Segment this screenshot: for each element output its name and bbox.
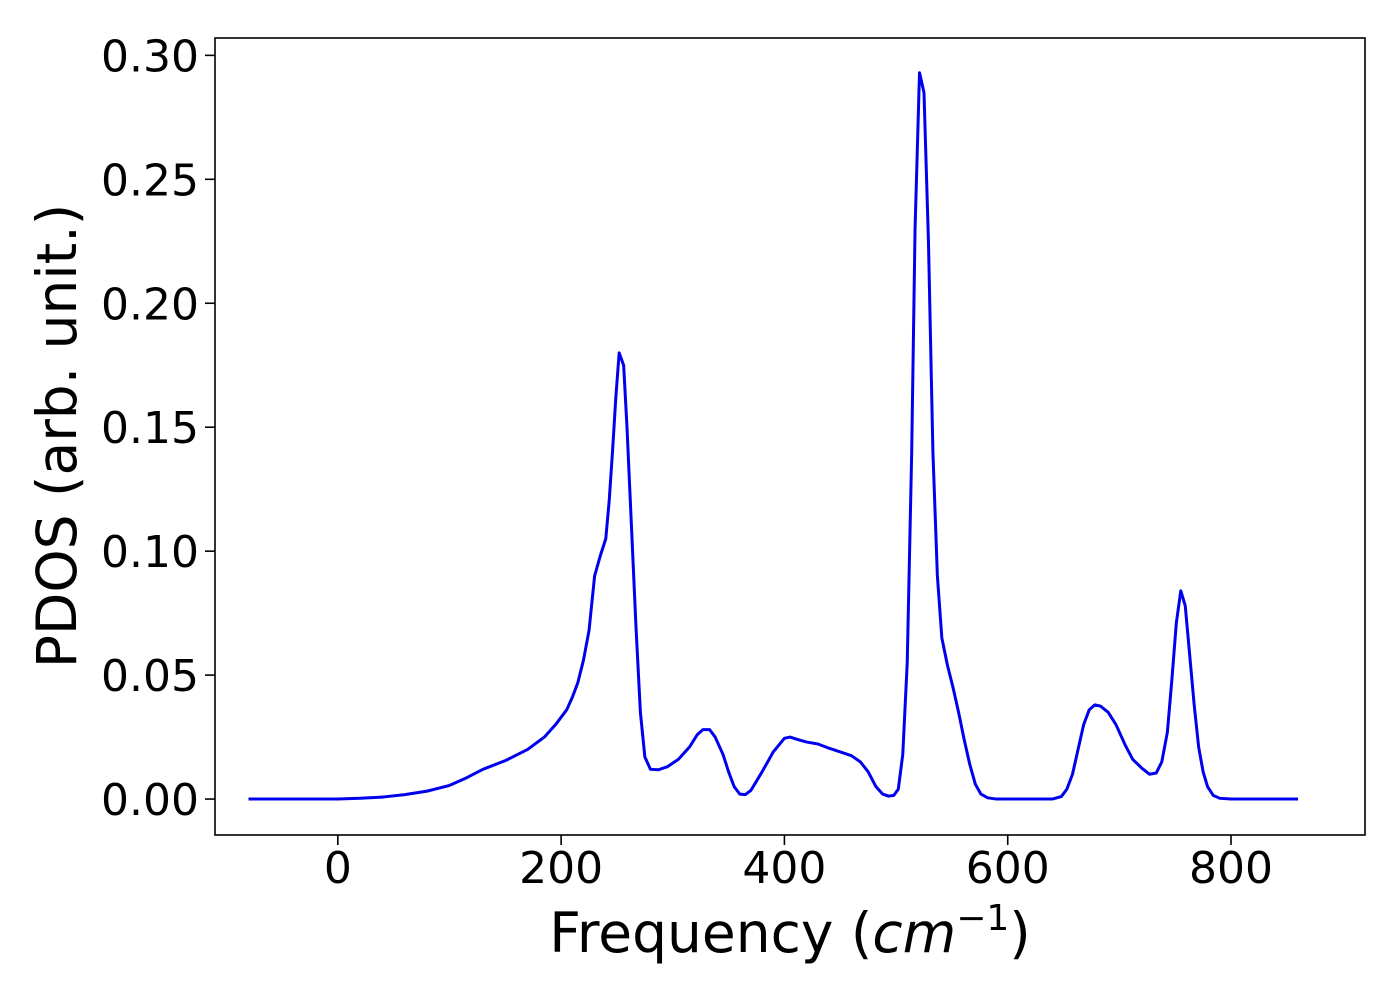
y-tick-label: 0.10 [101, 527, 199, 578]
x-tick-label: 0 [324, 843, 352, 894]
x-tick-label: 200 [519, 843, 603, 894]
x-axis-unit: cm [872, 901, 956, 965]
y-axis-label: PDOS (arb. unit.) [25, 204, 89, 668]
x-tick-label: 600 [966, 843, 1050, 894]
x-axis-label: Frequency (cm−1) [549, 898, 1030, 965]
y-tick-label: 0.00 [101, 775, 199, 826]
y-tick-label: 0.20 [101, 279, 199, 330]
y-tick-label: 0.25 [101, 155, 199, 206]
x-tick-label: 400 [742, 843, 826, 894]
y-tick-label: 0.30 [101, 31, 199, 82]
y-tick-label: 0.15 [101, 403, 199, 454]
x-axis-unit-exponent: −1 [956, 898, 1009, 939]
x-axis-label-text: Frequency [549, 901, 833, 965]
y-axis: 0.00 0.05 0.10 0.15 0.20 0.25 0.30 [101, 31, 215, 826]
series-layer [248, 71, 1299, 801]
x-tick-label: 800 [1189, 843, 1273, 894]
x-axis: 0 200 400 600 800 [324, 835, 1273, 894]
y-tick-label: 0.05 [101, 651, 199, 702]
plot-frame [214, 37, 1366, 836]
series-line [248, 71, 1299, 801]
